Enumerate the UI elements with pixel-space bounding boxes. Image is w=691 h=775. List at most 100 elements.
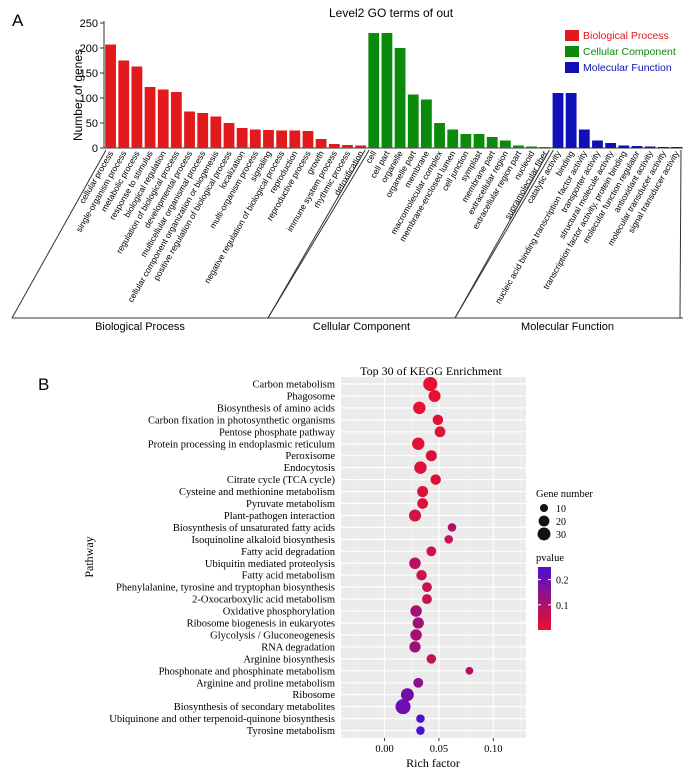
bar (618, 145, 630, 148)
bar (355, 145, 366, 148)
pathway-label: Fatty acid degradation (241, 547, 336, 558)
bar (460, 134, 472, 148)
data-point (409, 557, 421, 570)
pathway-label: Plant-pathogen interaction (224, 511, 336, 522)
pathway-label: Biosynthesis of secondary metabolites (174, 702, 335, 713)
data-point (426, 546, 437, 557)
bracket-right (679, 149, 682, 319)
bar (315, 139, 327, 148)
data-point (410, 629, 422, 641)
bar (328, 144, 340, 148)
data-point (413, 401, 426, 415)
pathway-label: Pentose phosphate pathway (219, 427, 336, 438)
pathway-label: Biosynthesis of unsaturated fatty acids (173, 523, 335, 534)
bar (526, 146, 538, 148)
bar (631, 146, 643, 148)
y-tick-label: 200 (80, 43, 98, 55)
pathway-label: Tyrosine metabolism (247, 726, 335, 737)
bar (131, 66, 143, 148)
pathway-label: Cysteine and methionine metabolism (179, 487, 335, 498)
bar (592, 140, 603, 148)
pathway-label: Arginine and proline metabolism (196, 678, 335, 689)
bracket-left (454, 149, 554, 319)
data-point (413, 677, 424, 688)
data-point (465, 666, 474, 675)
bracket-right (454, 149, 550, 319)
pathway-label: Peroxisome (285, 451, 335, 462)
bar (381, 33, 393, 148)
bar (210, 116, 222, 148)
group-brackets: Biological Process Cellular Component Mole… (11, 149, 683, 333)
bar (342, 145, 353, 148)
size-legend-title: Gene number (536, 489, 593, 500)
size-legend-dot (537, 527, 551, 541)
data-point (409, 509, 421, 522)
bar (394, 48, 406, 148)
data-point (414, 461, 427, 474)
bar (118, 60, 130, 148)
bar (157, 89, 169, 148)
go-bar-chart: A Level2 GO terms of out Number of genes… (11, 6, 683, 333)
data-point (423, 376, 438, 392)
bar (486, 137, 498, 148)
plot-panel (341, 377, 526, 738)
data-point (417, 498, 428, 509)
y-tick-label: 150 (80, 68, 98, 80)
bar (263, 130, 274, 148)
legend-label: Cellular Component (583, 46, 676, 58)
y-tick-label: 100 (80, 93, 98, 105)
pathway-label: Oxidative phosphorylation (223, 607, 336, 618)
bracket-right (267, 149, 366, 319)
bar (289, 130, 301, 148)
data-point (416, 726, 425, 735)
bar (223, 123, 235, 148)
pathway-label: Arginine biosynthesis (243, 654, 335, 665)
bar (302, 131, 314, 148)
color-legend-title: pvalue (536, 553, 564, 564)
data-point (428, 389, 441, 402)
legend: Biological Process Cellular Component Mole… (565, 30, 676, 74)
size-legend-dot (538, 515, 550, 527)
data-point (430, 474, 441, 485)
data-point (444, 535, 454, 544)
bar (276, 130, 288, 148)
data-point (422, 582, 432, 593)
data-point (422, 594, 432, 605)
data-point (412, 617, 424, 629)
size-legend-label: 10 (556, 504, 566, 515)
legend-label: Biological Process (583, 30, 669, 42)
bar (447, 129, 459, 148)
bar (170, 92, 182, 148)
data-point (400, 688, 414, 702)
color-legend-label: 0.2 (556, 576, 569, 587)
bar (184, 111, 195, 148)
bar (473, 134, 485, 148)
legend-label: Molecular Function (583, 62, 672, 74)
data-point (434, 426, 446, 438)
color-legend-label: 0.1 (556, 601, 569, 612)
data-point (416, 714, 425, 723)
bar (368, 33, 380, 148)
size-legend-label: 20 (556, 517, 566, 528)
data-point (410, 605, 422, 617)
bar (552, 93, 564, 148)
data-point (409, 641, 421, 653)
bar (644, 146, 656, 148)
pathway-label: Pyruvate metabolism (246, 499, 335, 510)
bar (565, 93, 577, 148)
pathway-label: Phagosome (287, 391, 336, 402)
bracket-left (11, 149, 107, 319)
bar (105, 44, 116, 148)
bar (657, 147, 669, 148)
size-legend: Gene number 10 20 30 (536, 489, 593, 541)
pathway-label: Fatty acid metabolism (242, 571, 335, 582)
x-axis: 0.00 0.05 0.10 (375, 738, 503, 755)
pathway-label: Carbon fixation in photosynthetic organi… (148, 415, 335, 426)
pathway-label: 2-Oxocarboxylic acid metabolism (192, 595, 335, 606)
y-axis-label: Number of genes (71, 49, 85, 141)
bar (434, 123, 445, 148)
x-tick-label: 0.10 (484, 744, 502, 755)
y-tick-label: 250 (80, 18, 98, 30)
size-legend-label: 30 (556, 530, 566, 541)
